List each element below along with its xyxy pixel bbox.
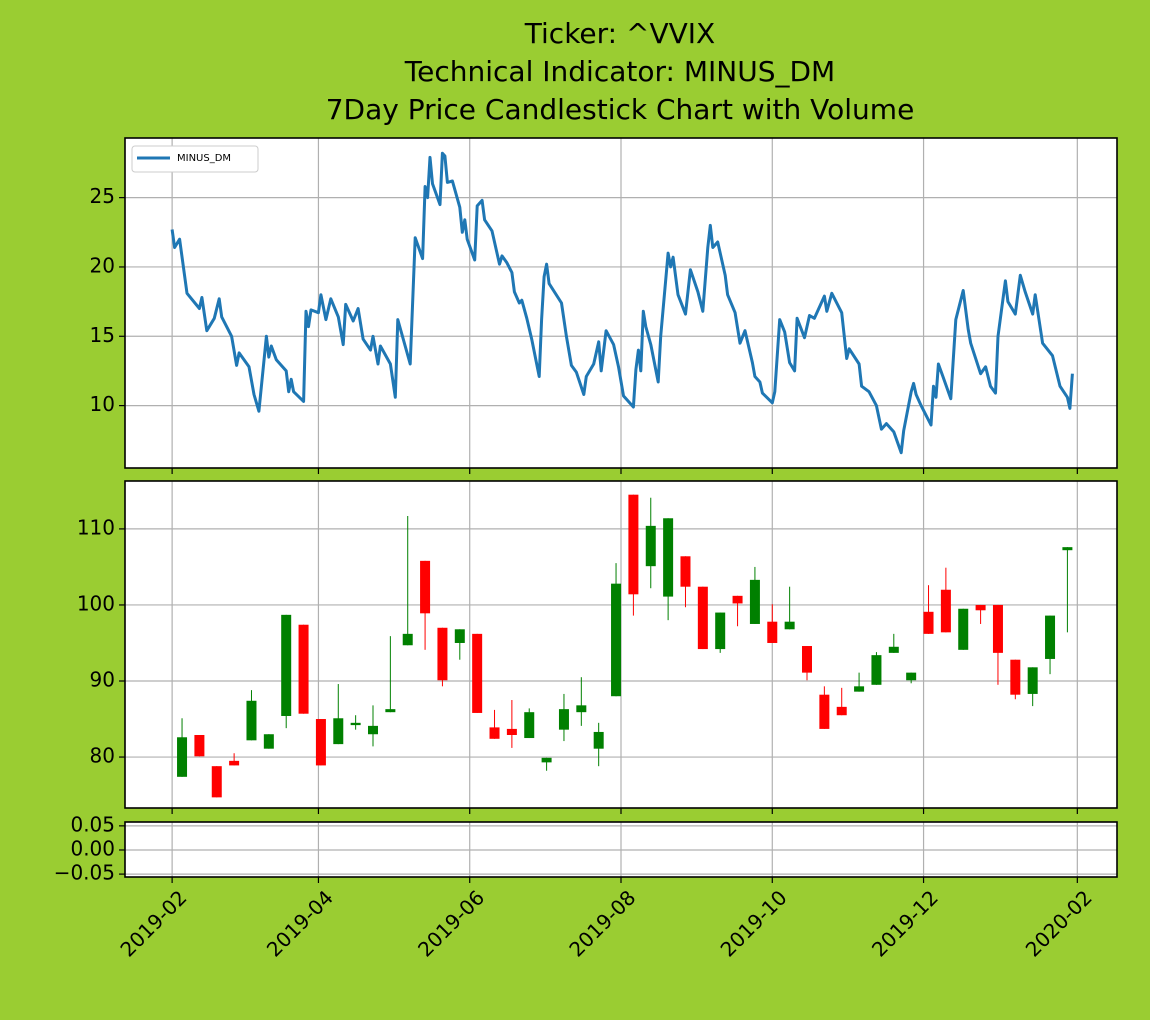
- candle-body: [350, 722, 361, 726]
- candle-body: [715, 612, 726, 650]
- axes-frame: [124, 480, 1118, 809]
- candle-body: [749, 579, 760, 624]
- title-line: Technical Indicator: MINUS_DM: [404, 55, 835, 88]
- x-tick-label: 2019-10: [716, 885, 792, 961]
- candle-body: [454, 629, 465, 643]
- candle-body: [541, 757, 552, 763]
- candle-body: [524, 712, 535, 739]
- candle-body: [958, 608, 969, 650]
- candle-body: [558, 709, 569, 730]
- candle-body: [645, 525, 656, 567]
- candle-body: [802, 646, 812, 673]
- candle-body: [420, 560, 431, 614]
- candle-body: [194, 734, 205, 757]
- legend-label: MINUS_DM: [177, 153, 231, 164]
- candle-body: [784, 621, 795, 630]
- candle-body: [506, 728, 517, 735]
- x-tick-label: 2019-12: [867, 885, 943, 961]
- candle-body: [1010, 659, 1021, 695]
- legend-box: [131, 145, 259, 173]
- x-tick-label: 2019-06: [413, 885, 489, 961]
- candle-body: [680, 556, 691, 587]
- candle-body: [298, 624, 309, 714]
- candle-body: [385, 709, 396, 713]
- candle-body: [333, 718, 344, 745]
- candle-body: [663, 518, 674, 597]
- x-tick-label: 2019-08: [564, 885, 640, 961]
- candle-body: [992, 604, 1003, 653]
- candle-body: [315, 719, 326, 766]
- candle-body: [888, 646, 899, 653]
- candle-body: [906, 672, 917, 681]
- y-tick-label: 15: [90, 323, 115, 347]
- y-tick-label: 0.05: [70, 812, 115, 836]
- data-line: [170, 151, 1074, 455]
- candle-body: [368, 725, 378, 735]
- y-tick-label: 10: [90, 392, 115, 416]
- candle-body: [1062, 547, 1073, 551]
- candle-body: [836, 706, 847, 716]
- y-tick-label: 110: [77, 515, 115, 539]
- candle-body: [246, 700, 257, 741]
- candle-body: [211, 766, 222, 798]
- x-tick-label: 2019-02: [115, 885, 191, 961]
- candle-body: [402, 633, 413, 646]
- candle-body: [697, 586, 708, 650]
- y-tick-label: 25: [90, 184, 115, 208]
- x-tick-label: 2019-04: [262, 885, 338, 961]
- y-tick-label: 20: [90, 253, 115, 277]
- candle-body: [576, 705, 587, 713]
- candle-body: [854, 686, 865, 692]
- candle-body: [975, 604, 986, 611]
- candle-body: [628, 494, 639, 595]
- candle-body: [1027, 667, 1038, 694]
- legend: MINUS_DM: [131, 145, 259, 173]
- candle-body: [1045, 615, 1056, 659]
- y-tick-label: −0.05: [54, 861, 115, 885]
- candle-body: [767, 621, 778, 643]
- candle-body: [611, 583, 622, 697]
- candle-body: [177, 737, 188, 777]
- y-tick-label: 0.00: [70, 836, 115, 860]
- candle-body: [732, 595, 743, 604]
- candle-body: [923, 611, 934, 634]
- title-line: 7Day Price Candlestick Chart with Volume: [326, 93, 915, 126]
- candle-body: [472, 633, 483, 713]
- candle-body: [229, 760, 240, 766]
- x-tick-label: 2020-02: [1021, 885, 1097, 961]
- axes-frame: [124, 137, 1118, 469]
- candle-body: [593, 731, 604, 749]
- y-tick-label: 90: [90, 668, 115, 692]
- candle-body: [871, 655, 882, 685]
- axes-frame: [124, 821, 1118, 878]
- y-tick-label: 100: [77, 591, 115, 615]
- candle-body: [940, 589, 951, 633]
- candle-body: [489, 727, 500, 739]
- candle-body: [263, 734, 274, 749]
- title-line: Ticker: ^VVIX: [524, 17, 715, 50]
- candle-body: [437, 627, 448, 681]
- candle-body: [281, 614, 292, 716]
- candle-body: [819, 694, 830, 729]
- y-tick-label: 80: [90, 744, 115, 768]
